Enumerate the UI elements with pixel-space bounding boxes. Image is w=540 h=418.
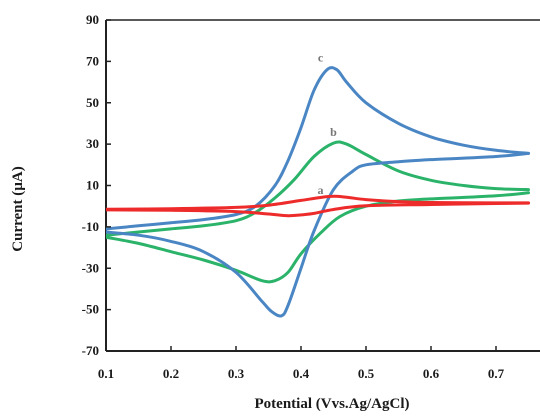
- curve-labels: a b c: [318, 50, 338, 196]
- y-tick-label: -30: [82, 260, 99, 275]
- x-tick-label: 0.7: [488, 366, 505, 381]
- curve-c-reverse-scan: [106, 151, 530, 318]
- curves: [106, 66, 530, 318]
- curve-b-reverse-scan: [106, 191, 530, 284]
- curve-a-reverse-scan: [106, 201, 530, 218]
- curve-b-forward-scan: [106, 140, 530, 237]
- y-tick-label: 50: [86, 95, 99, 110]
- curve-label-a: a: [318, 183, 324, 197]
- y-tick-label: 70: [86, 53, 99, 68]
- y-tick-label: 30: [86, 136, 99, 151]
- y-tick-label: -70: [82, 343, 99, 358]
- x-tick-label: 0.6: [423, 366, 440, 381]
- x-axis-label: Potential (Vvs.Ag/AgCl): [255, 396, 410, 412]
- curve-label-b: b: [330, 125, 337, 139]
- x-tick-label: 0.3: [228, 366, 245, 381]
- x-tick-label: 0.1: [98, 366, 114, 381]
- axis-ticks: 0.1 0.2 0.3 0.4 0.5 0.6 0.7 90 70 50 30 10 -10 -30 -50…: [82, 12, 505, 381]
- y-tick-label: 10: [86, 178, 99, 193]
- x-tick-label: 0.4: [293, 366, 310, 381]
- y-axis-label: Current (µA): [10, 166, 26, 251]
- y-tick-label: -50: [82, 302, 99, 317]
- curve-c-forward-scan: [106, 66, 530, 231]
- curve-label-c: c: [318, 50, 324, 64]
- y-tick-label: -10: [82, 219, 99, 234]
- curve-a-forward-scan: [106, 194, 530, 211]
- y-tick-label: 90: [86, 12, 99, 27]
- x-tick-label: 0.5: [358, 366, 375, 381]
- x-tick-label: 0.2: [163, 366, 179, 381]
